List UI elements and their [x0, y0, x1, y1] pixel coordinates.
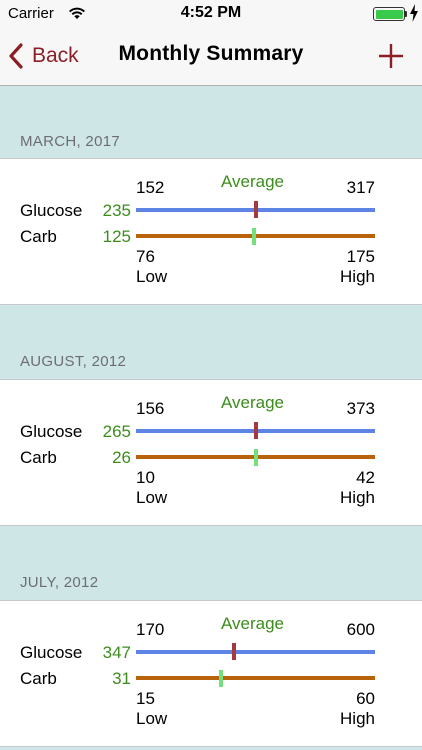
- back-label: Back: [32, 44, 79, 67]
- status-bar: Carrier 4:52 PM: [0, 0, 422, 28]
- glucose-average-value: 265: [102, 422, 131, 441]
- carb-average-marker: [252, 228, 257, 245]
- glucose-average-value: 235: [102, 201, 131, 220]
- month-header-label: MARCH, 2017: [20, 133, 121, 150]
- average-label: Average: [221, 614, 285, 633]
- status-time: 4:52 PM: [180, 4, 242, 21]
- month-header-label: JULY, 2012: [20, 574, 99, 591]
- glucose-min-value: 156: [136, 399, 165, 418]
- high-label: High: [340, 267, 375, 286]
- low-label: Low: [136, 267, 168, 286]
- month-summary-card[interactable]: 152 Average 317 Glucose 235 Carb 125 76 175 Low Hi…: [0, 158, 422, 305]
- glucose-min-value: 152: [136, 178, 165, 197]
- glucose-max-value: 317: [346, 178, 375, 197]
- carb-min-value: 10: [136, 468, 155, 487]
- carb-label: Carb: [20, 669, 57, 688]
- low-label: Low: [136, 488, 168, 507]
- glucose-label: Glucose: [20, 643, 83, 662]
- glucose-average-value: 347: [102, 643, 131, 662]
- glucose-max-value: 373: [346, 399, 375, 418]
- glucose-label: Glucose: [20, 201, 83, 220]
- charging-bolt-icon: [410, 4, 418, 22]
- carb-label: Carb: [20, 227, 57, 246]
- glucose-range-bar: [136, 650, 375, 654]
- average-label: Average: [221, 172, 285, 191]
- high-label: High: [340, 709, 375, 728]
- carb-average-marker: [253, 449, 258, 466]
- carb-min-value: 76: [136, 247, 155, 266]
- section-header: MARCH, 2017: [0, 86, 422, 160]
- glucose-average-marker: [232, 643, 237, 660]
- carrier-label: Carrier: [8, 5, 54, 22]
- month-summary-card[interactable]: 156 Average 373 Glucose 265 Carb 26 10 42 Low High: [0, 379, 422, 526]
- glucose-max-value: 600: [346, 620, 375, 639]
- carb-max-value: 175: [346, 247, 375, 266]
- month-summary-card[interactable]: 170 Average 600 Glucose 347 Carb 31 15 60 Low High: [0, 600, 422, 747]
- carb-label: Carb: [20, 448, 57, 467]
- battery-tip: [405, 11, 407, 17]
- glucose-min-value: 170: [136, 620, 165, 639]
- carb-average-value: 31: [112, 669, 131, 688]
- carb-average-value: 26: [112, 448, 131, 467]
- carb-average-marker: [219, 670, 223, 687]
- plus-icon[interactable]: [376, 41, 406, 71]
- back-button[interactable]: Back: [8, 38, 79, 74]
- glucose-average-marker: [254, 422, 259, 439]
- page-title: Monthly Summary: [118, 42, 304, 65]
- carb-min-value: 15: [136, 689, 155, 708]
- battery-icon: [373, 7, 405, 21]
- glucose-average-marker: [254, 201, 259, 218]
- carb-max-value: 60: [356, 689, 375, 708]
- carb-range-bar: [136, 676, 375, 680]
- low-label: Low: [136, 709, 168, 728]
- glucose-label: Glucose: [20, 422, 83, 441]
- navigation-bar: Back Monthly Summary: [0, 28, 422, 86]
- section-header: AUGUST, 2012: [0, 306, 422, 380]
- average-label: Average: [221, 393, 285, 412]
- chevron-left-icon: [9, 43, 23, 69]
- wifi-icon: [69, 7, 85, 19]
- carb-average-value: 125: [102, 227, 131, 246]
- carb-max-value: 42: [356, 468, 375, 487]
- section-header: JULY, 2012: [0, 527, 422, 601]
- high-label: High: [340, 488, 375, 507]
- month-header-label: AUGUST, 2012: [20, 353, 127, 370]
